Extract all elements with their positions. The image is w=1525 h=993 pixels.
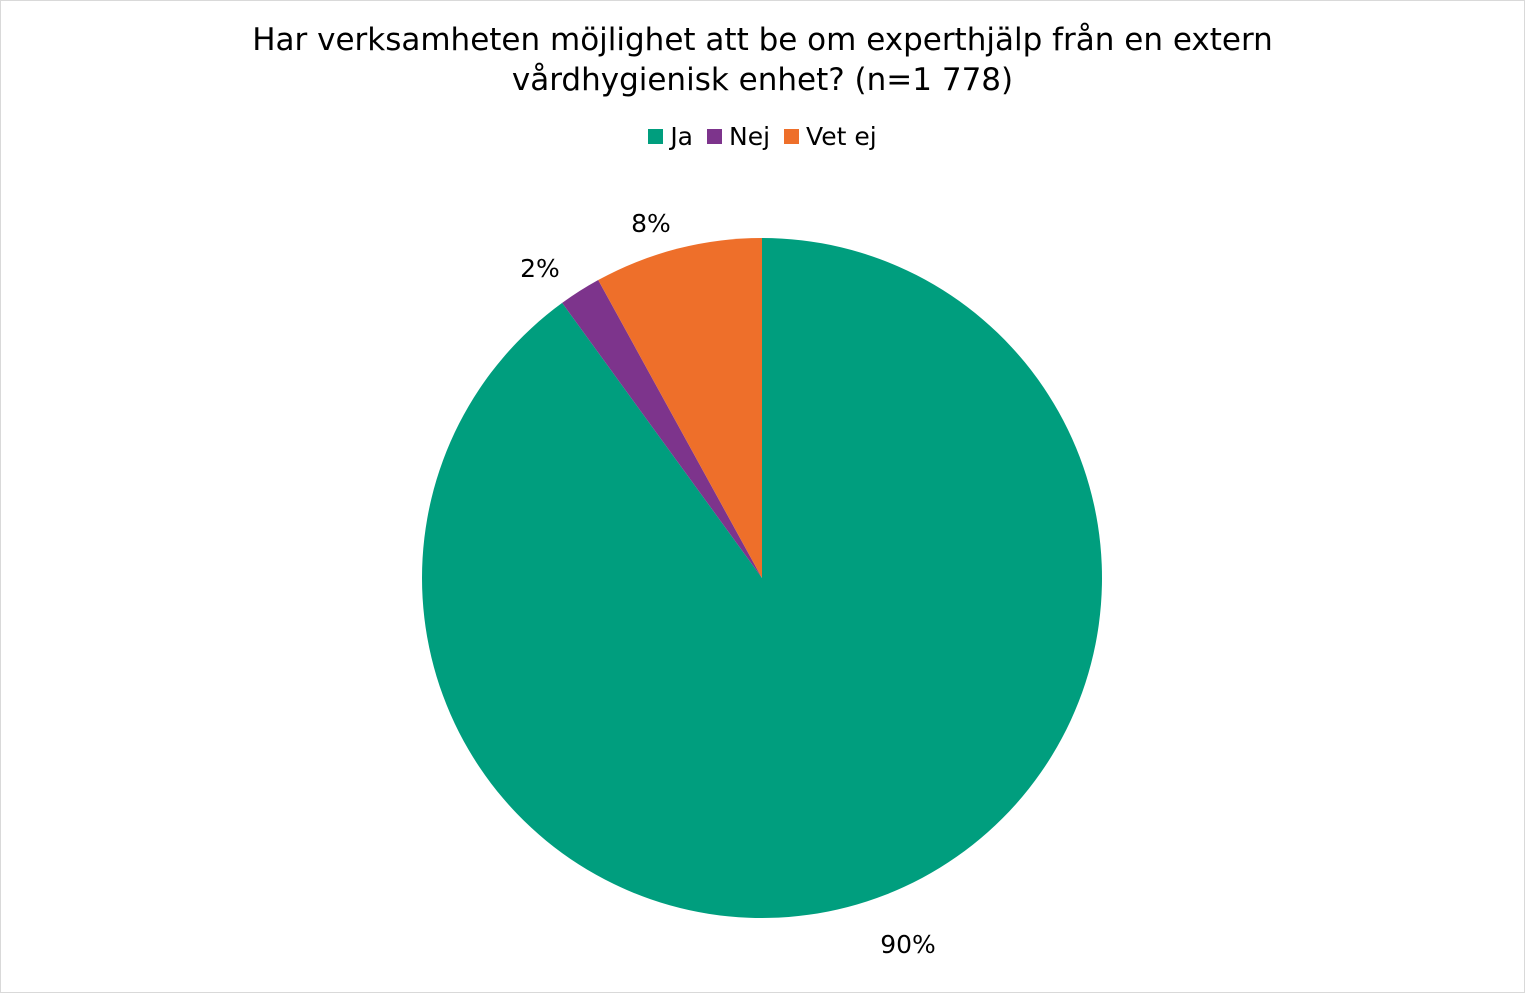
data-label-ja: 90% <box>880 930 936 959</box>
legend-swatch-nej <box>707 129 723 144</box>
chart-legend: Ja Nej Vet ej <box>0 122 1525 151</box>
legend-label-ja: Ja <box>670 122 694 151</box>
data-label-nej: 2% <box>520 254 560 283</box>
chart-title-line-1: Har verksamheten möjlighet att be om exp… <box>252 22 1273 58</box>
legend-label-nej: Nej <box>729 122 771 151</box>
legend-label-vet-ej: Vet ej <box>806 122 877 151</box>
pie-slice-vet-ej <box>598 238 762 578</box>
legend-item-vet-ej: Vet ej <box>784 122 877 151</box>
legend-swatch-vet-ej <box>784 129 800 144</box>
chart-title-line-2: vårdhygienisk enhet? (n=1 778) <box>511 62 1014 98</box>
legend-item-nej: Nej <box>707 122 770 151</box>
data-label-vet-ej: 8% <box>631 209 671 238</box>
legend-item-ja: Ja <box>648 122 693 151</box>
chart-title: Har verksamheten möjlighet att be om exp… <box>0 20 1525 100</box>
pie-slice-nej <box>562 280 762 578</box>
legend-swatch-ja <box>648 129 664 144</box>
